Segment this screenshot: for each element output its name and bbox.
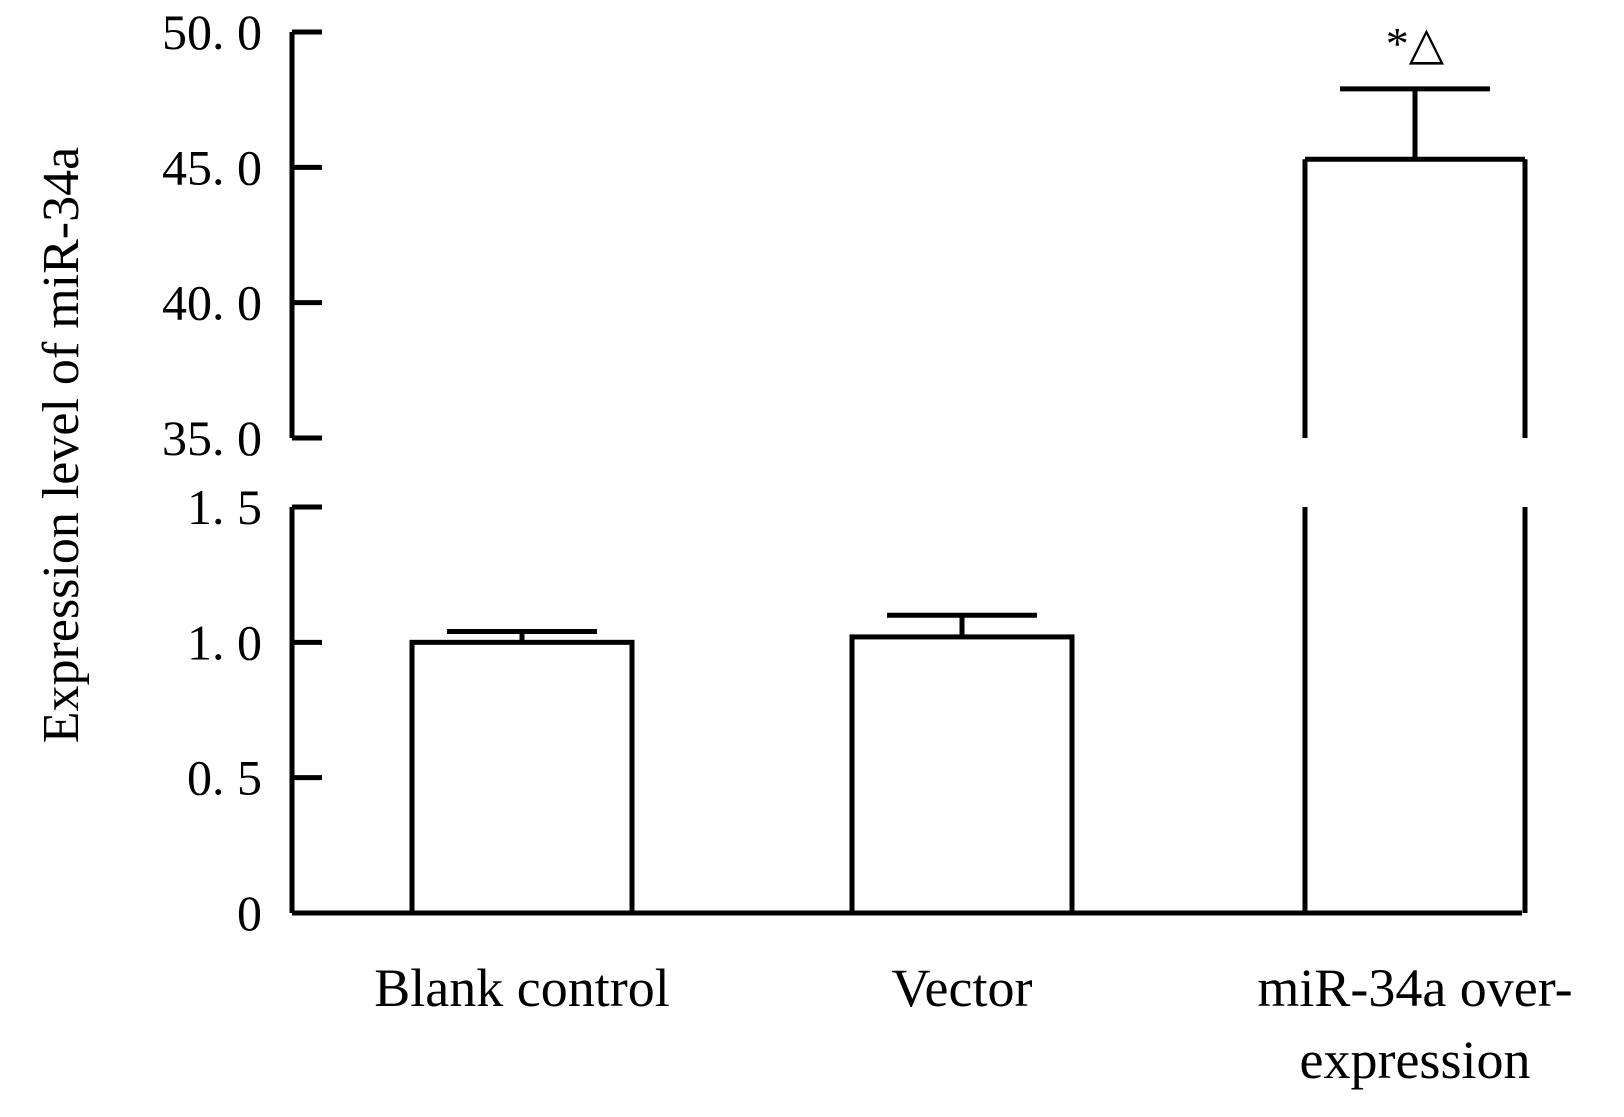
y-tick-label: 40. 0 (162, 275, 262, 331)
x-category-label: Vector (892, 958, 1033, 1018)
significance-annotation: *△ (1386, 18, 1445, 69)
y-tick-label: 0 (237, 885, 262, 941)
x-category-label: Blank control (374, 958, 669, 1018)
y-tick-label: 35. 0 (162, 410, 262, 466)
y-tick-label: 50. 0 (162, 4, 262, 60)
x-category-label: expression (1300, 1030, 1531, 1090)
y-tick-label: 45. 0 (162, 139, 262, 195)
y-tick-label: 1. 5 (187, 479, 262, 535)
bar (1302, 156, 1528, 913)
bar (849, 634, 1075, 916)
bars (409, 86, 1528, 916)
y-tick-label: 0. 5 (187, 750, 262, 806)
y-axis-title: Expression level of miR-34a (33, 147, 90, 743)
bar (409, 639, 635, 916)
y-tick-label: 1. 0 (187, 614, 262, 670)
labels: 0 0. 5 1. 0 1. 5 35. 0 40. 0 45. 0 50. 0 Express… (33, 4, 1573, 1090)
x-category-label: miR-34a over- (1257, 958, 1572, 1018)
